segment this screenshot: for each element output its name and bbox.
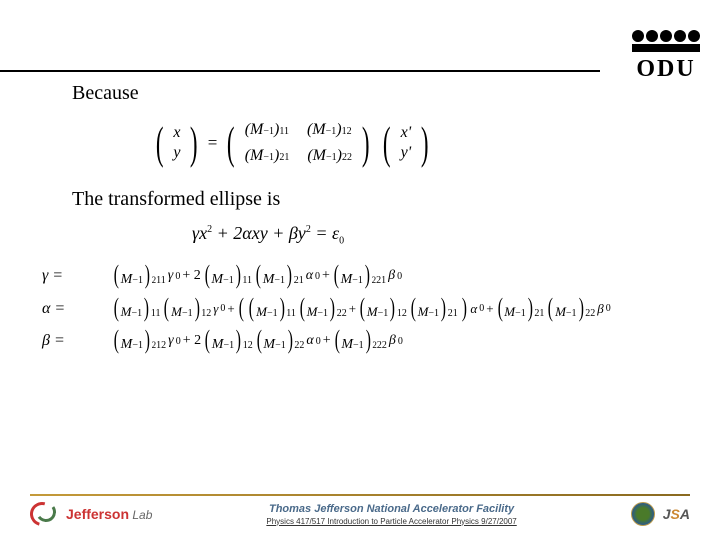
jlab-name-2: Lab	[129, 508, 152, 522]
equation-gamma: γ = (M−1)211 γ0 + 2 (M−1)11 (M−1)21 α0 +…	[112, 265, 652, 288]
vec-yp: y'	[401, 143, 412, 162]
alpha-label: α =	[42, 300, 65, 318]
text-because: Because	[72, 82, 652, 105]
text-transformed: The transformed ellipse is	[72, 188, 652, 211]
crown-base	[632, 44, 700, 52]
doe-seal-icon	[631, 502, 655, 526]
equation-ellipse: γx2 + 2αxy + βy2 = ε0	[192, 223, 652, 247]
vec-y: y	[173, 143, 180, 162]
odu-logo-region: ODU	[632, 30, 700, 83]
gamma-label: γ =	[42, 267, 63, 285]
footer: Jefferson Lab Thomas Jefferson National …	[0, 496, 720, 532]
header-rule	[0, 70, 600, 72]
jsa-logo: JSA	[663, 506, 690, 522]
vec-x: x	[173, 123, 180, 142]
jlab-name-1: Jefferson	[66, 506, 129, 522]
equation-matrix: ( xy ) = ( (M−1)11 (M−1)12 (M−1)21 (M−1)…	[152, 117, 652, 168]
crown-icon	[632, 30, 700, 42]
beta-label: β =	[42, 332, 65, 350]
odu-logo: ODU	[632, 30, 700, 83]
equation-beta: β = (M−1)212 γ0 + 2 (M−1)12 (M−1)22 α0 +…	[112, 330, 652, 353]
facility-name: Thomas Jefferson National Accelerator Fa…	[266, 503, 516, 515]
slide-content: Because ( xy ) = ( (M−1)11 (M−1)12 (M−1)…	[72, 82, 652, 353]
course-info: Physics 417/517 Introduction to Particle…	[266, 517, 516, 526]
vec-xp: x'	[401, 123, 412, 142]
odu-text: ODU	[636, 56, 695, 83]
footer-center: Thomas Jefferson National Accelerator Fa…	[266, 503, 516, 526]
footer-right: JSA	[631, 502, 690, 526]
equation-alpha: α = (M−1)11 (M−1)12 γ0 + ( (M−1)11 (M−1)…	[112, 298, 652, 320]
jlab-swoosh-icon	[30, 502, 60, 526]
jefferson-lab-logo: Jefferson Lab	[30, 502, 152, 526]
